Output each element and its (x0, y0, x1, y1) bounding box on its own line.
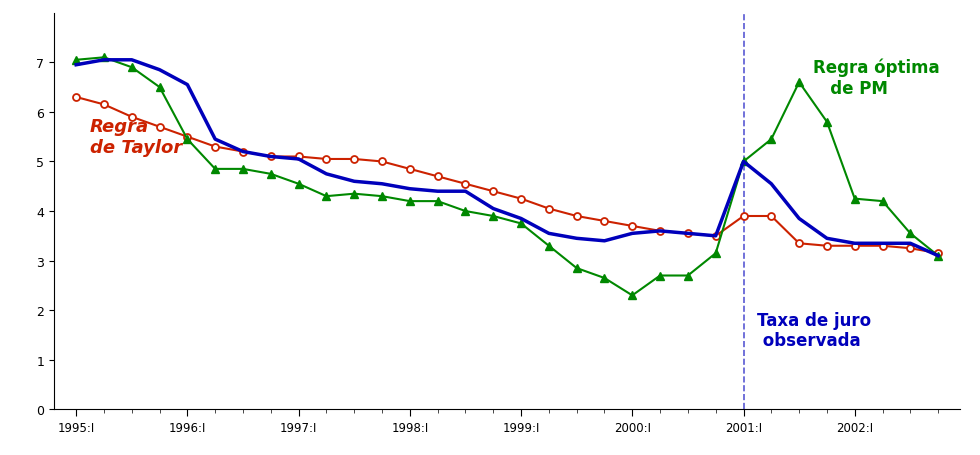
Text: Regra óptima
   de PM: Regra óptima de PM (813, 58, 940, 97)
Text: Taxa de juro
 observada: Taxa de juro observada (758, 311, 871, 350)
Text: Regra
de Taylor: Regra de Taylor (90, 118, 182, 157)
